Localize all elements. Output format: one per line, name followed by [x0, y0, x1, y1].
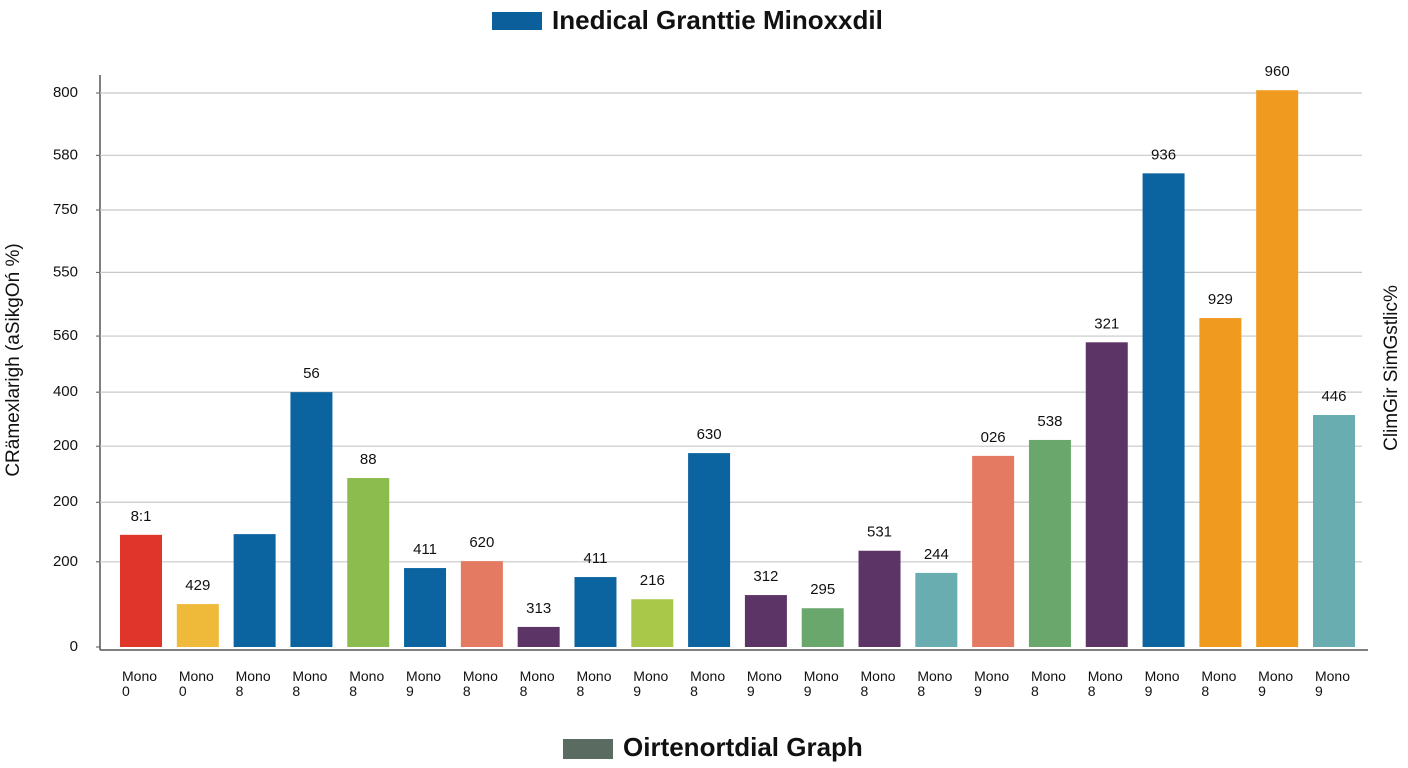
y-tick-label: 800: [53, 84, 78, 101]
bar: [801, 608, 844, 647]
x-tick-label: Mono 8: [1201, 668, 1237, 699]
y-tick-label: 550: [53, 263, 78, 280]
x-tick-label: Mono 8: [1087, 668, 1123, 699]
bar: [574, 577, 617, 647]
bar-label: 936: [1151, 146, 1176, 163]
bar: [1028, 439, 1071, 647]
x-tick-label: Mono 0: [178, 668, 214, 699]
bar-label: 88: [360, 451, 377, 468]
bar: [972, 455, 1015, 647]
legend-swatch-top: [492, 12, 542, 30]
x-tick-label: Mono 8: [462, 668, 498, 699]
y2-axis-title: ClimGir SimGstlic%: [1381, 285, 1402, 451]
bar-label: 026: [981, 429, 1006, 446]
y-tick-label: 580: [53, 146, 78, 163]
bar: [233, 534, 276, 647]
bar: [1312, 415, 1355, 647]
y-tick-label: 560: [53, 327, 78, 344]
x-tick-label: Mono 8: [917, 668, 953, 699]
bar: [404, 568, 447, 647]
y-tick-label: 400: [53, 383, 78, 400]
bar: [460, 561, 503, 647]
x-tick-label: Mono 8: [860, 668, 896, 699]
bar: [744, 595, 787, 647]
y-tick-label: 200: [53, 553, 78, 570]
x-tick-label: Mono 8: [349, 668, 385, 699]
bar-label: 531: [867, 524, 892, 541]
bar: [347, 478, 390, 647]
bar: [176, 604, 219, 647]
bar-label: 216: [640, 572, 665, 589]
x-tick-label: Mono 9: [974, 668, 1010, 699]
y-tick-label: 0: [70, 638, 78, 655]
x-tick-label: Mono 9: [1314, 668, 1351, 699]
bar: [1142, 173, 1185, 647]
x-tick-label: Mono 8: [690, 668, 726, 699]
y-tick-label: 750: [53, 201, 78, 218]
bar-label: 411: [584, 550, 608, 567]
bar: [631, 599, 674, 647]
bar: [1256, 90, 1299, 647]
x-tick-label: Mono 8: [235, 668, 271, 699]
x-tick-label: Mono 0: [122, 668, 158, 699]
bar-label: 295: [810, 581, 835, 598]
x-tick-label: Mono 9: [406, 668, 442, 699]
bar-label: 620: [469, 534, 494, 551]
legend-label-bottom: Oirtenortdial Graph: [623, 732, 863, 762]
bar-label: 446: [1321, 388, 1346, 405]
bar-label: 244: [924, 546, 949, 563]
bar: [290, 392, 333, 647]
bar: [1085, 342, 1128, 647]
x-tick-label: Mono 9: [746, 668, 782, 699]
legend-swatch-bottom: [563, 739, 613, 759]
x-tick-label: Mono 8: [576, 668, 612, 699]
bar-label: 960: [1265, 63, 1290, 80]
x-tick-label: Mono 8: [1030, 668, 1066, 699]
bar: [915, 572, 958, 647]
x-tick-label: Mono 9: [803, 668, 839, 699]
bar-label: 313: [526, 600, 551, 617]
bar: [517, 626, 560, 647]
bar: [688, 453, 731, 647]
bar-label: 429: [185, 577, 210, 594]
y-tick-label: 200: [53, 493, 78, 510]
legend-label-top: Inedical Granttie Minoxxdil: [552, 5, 883, 35]
x-tick-label: Mono 9: [1144, 668, 1180, 699]
bar-label: 56: [303, 365, 320, 382]
bar-label: 538: [1037, 413, 1062, 430]
bar-label: 8:1: [131, 508, 152, 525]
bar-label: 321: [1094, 315, 1119, 332]
x-tick-label: Mono 8: [519, 668, 555, 699]
bar-label: 411: [413, 541, 437, 558]
bar: [1199, 318, 1242, 647]
y-axis-title: CRämexlarigh (aSikgOń %): [3, 243, 24, 476]
bar: [120, 534, 163, 647]
bar-label: 929: [1208, 291, 1233, 308]
bar-label: 312: [753, 568, 778, 585]
x-tick-label: Mono 9: [1258, 668, 1294, 699]
bar-label: 630: [697, 426, 722, 443]
bar: [858, 550, 901, 647]
y-tick-label: 200: [53, 437, 78, 454]
x-tick-label: Mono 8: [292, 668, 328, 699]
x-tick-label: Mono 9: [633, 668, 669, 699]
